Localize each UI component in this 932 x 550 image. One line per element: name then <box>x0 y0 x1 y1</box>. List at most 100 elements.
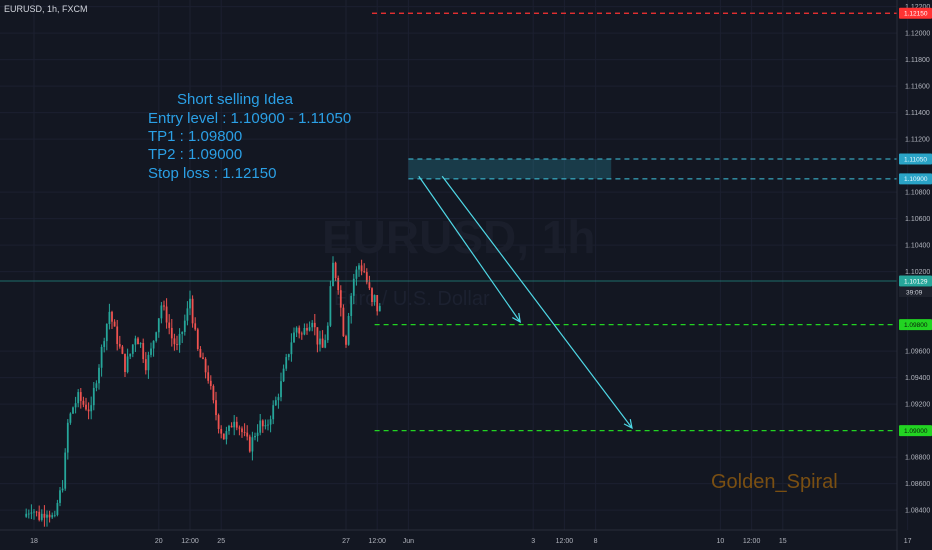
y-tick-label-10: 1.09600 <box>905 349 930 356</box>
candle-body <box>282 368 285 382</box>
candle-body <box>319 338 321 345</box>
candle-body <box>46 514 48 518</box>
candle-body <box>202 357 204 359</box>
current-price-tag-bg <box>899 275 932 287</box>
candle-body <box>215 400 217 416</box>
candle-body <box>360 265 363 272</box>
candle-body <box>165 306 168 323</box>
candle-body <box>95 383 98 388</box>
y-tick-label-15: 1.08400 <box>905 508 930 515</box>
candle-body <box>285 357 288 369</box>
tp1-tag-text: 1.09800 <box>904 322 928 329</box>
candle-body <box>280 381 282 398</box>
candle-body <box>90 405 93 412</box>
candle-body <box>326 325 329 341</box>
candle-body <box>35 511 38 513</box>
countdown-bg <box>899 287 932 298</box>
trade-levels <box>0 12 897 432</box>
price-axis[interactable]: 1.12200 1.12000 1.11800 1.11600 1.11400 1.112… <box>896 0 930 550</box>
candle-body <box>147 354 150 371</box>
candle-body <box>321 338 324 348</box>
candle-body <box>287 354 290 358</box>
candle-body <box>345 336 347 345</box>
candle-body <box>207 372 210 381</box>
candle-body <box>183 320 186 332</box>
symbol-watermark: EURUSD, 1h Euro / U.S. Dollar <box>322 211 595 310</box>
candle-body <box>298 327 301 334</box>
x-tick-label-0: 18 <box>30 538 38 545</box>
y-tick-label-11: 1.09400 <box>905 375 930 382</box>
candle-body <box>334 262 337 278</box>
candle-body <box>316 327 319 345</box>
candle-body <box>339 290 342 308</box>
candle-body <box>25 513 28 517</box>
candle-body <box>157 318 160 333</box>
candle-body <box>264 425 267 427</box>
candle-body <box>103 341 106 347</box>
trend-arrow-2 <box>441 175 633 429</box>
candle-body <box>295 327 298 333</box>
candle-body <box>139 343 142 345</box>
candle-body <box>222 433 225 440</box>
x-tick-label-1: 20 <box>155 538 163 545</box>
candle-body <box>230 425 233 428</box>
idea-tp2: TP2 : 1.09000 <box>148 146 242 163</box>
candle-body <box>72 407 74 414</box>
candle-body <box>329 286 332 326</box>
candle-body <box>53 514 56 516</box>
candle-body <box>134 338 137 345</box>
price-tags: 1.12150 1.11050 1.10900 1.10129 39:09 1.09800… <box>899 7 932 437</box>
candle-body <box>248 436 251 452</box>
candle-body <box>82 400 85 405</box>
candle-body <box>350 295 353 316</box>
candle-body <box>241 428 243 433</box>
idea-text-block: Short selling Idea Entry level : 1.10900… <box>148 91 351 182</box>
candle-body <box>85 404 87 410</box>
candle-body <box>267 424 269 426</box>
idea-tp1: TP1 : 1.09800 <box>148 128 242 145</box>
candle-body <box>131 344 134 354</box>
symbol-title[interactable]: EURUSD, 1h, FXCM <box>4 4 88 14</box>
candle-body <box>259 420 262 433</box>
candle-body <box>181 331 184 335</box>
candle-body <box>189 298 191 309</box>
candle-body <box>238 427 241 429</box>
candle-body <box>33 511 35 513</box>
y-tick-label-5: 1.11200 <box>905 137 930 144</box>
candle-body <box>277 397 280 401</box>
entry-high-tag-bg <box>899 153 932 165</box>
candle-body <box>116 326 119 344</box>
y-tick-label-0: 1.12200 <box>905 4 930 11</box>
candle-body <box>352 278 355 296</box>
candle-body <box>48 514 51 518</box>
y-tick-label-9: 1.10200 <box>905 269 930 276</box>
tp2-tag-bg <box>899 425 932 437</box>
candle-body <box>61 488 64 491</box>
candle-body <box>228 425 230 432</box>
y-tick-label-4: 1.11400 <box>905 110 930 117</box>
trend-arrow-head-2 <box>623 419 633 430</box>
candle-body <box>43 513 46 518</box>
candle-body <box>199 349 202 358</box>
candle-body <box>209 380 212 387</box>
candle-body <box>27 513 30 515</box>
candle-body <box>178 334 181 346</box>
trend-arrow-1 <box>418 175 521 323</box>
y-tick-label-13: 1.08800 <box>905 455 930 462</box>
x-tick-label-6: Jun <box>403 538 414 545</box>
candle-body <box>56 502 59 515</box>
candle-body <box>194 323 197 330</box>
candle-body <box>69 413 72 423</box>
candle-body <box>163 305 165 307</box>
entry-high-tag-text: 1.11050 <box>904 156 927 163</box>
candle-body <box>51 515 54 518</box>
candle-body <box>313 322 316 328</box>
candle-body <box>186 308 189 321</box>
candle-body <box>98 367 100 384</box>
time-axis[interactable]: 18 20 12:00 25 27 12:00 Jun 3 12:00 8 10 12:00 15 17 <box>0 529 912 545</box>
candle-body <box>100 346 103 368</box>
candle-body <box>92 387 95 406</box>
candle-body <box>378 306 381 312</box>
candle-body <box>251 437 254 452</box>
